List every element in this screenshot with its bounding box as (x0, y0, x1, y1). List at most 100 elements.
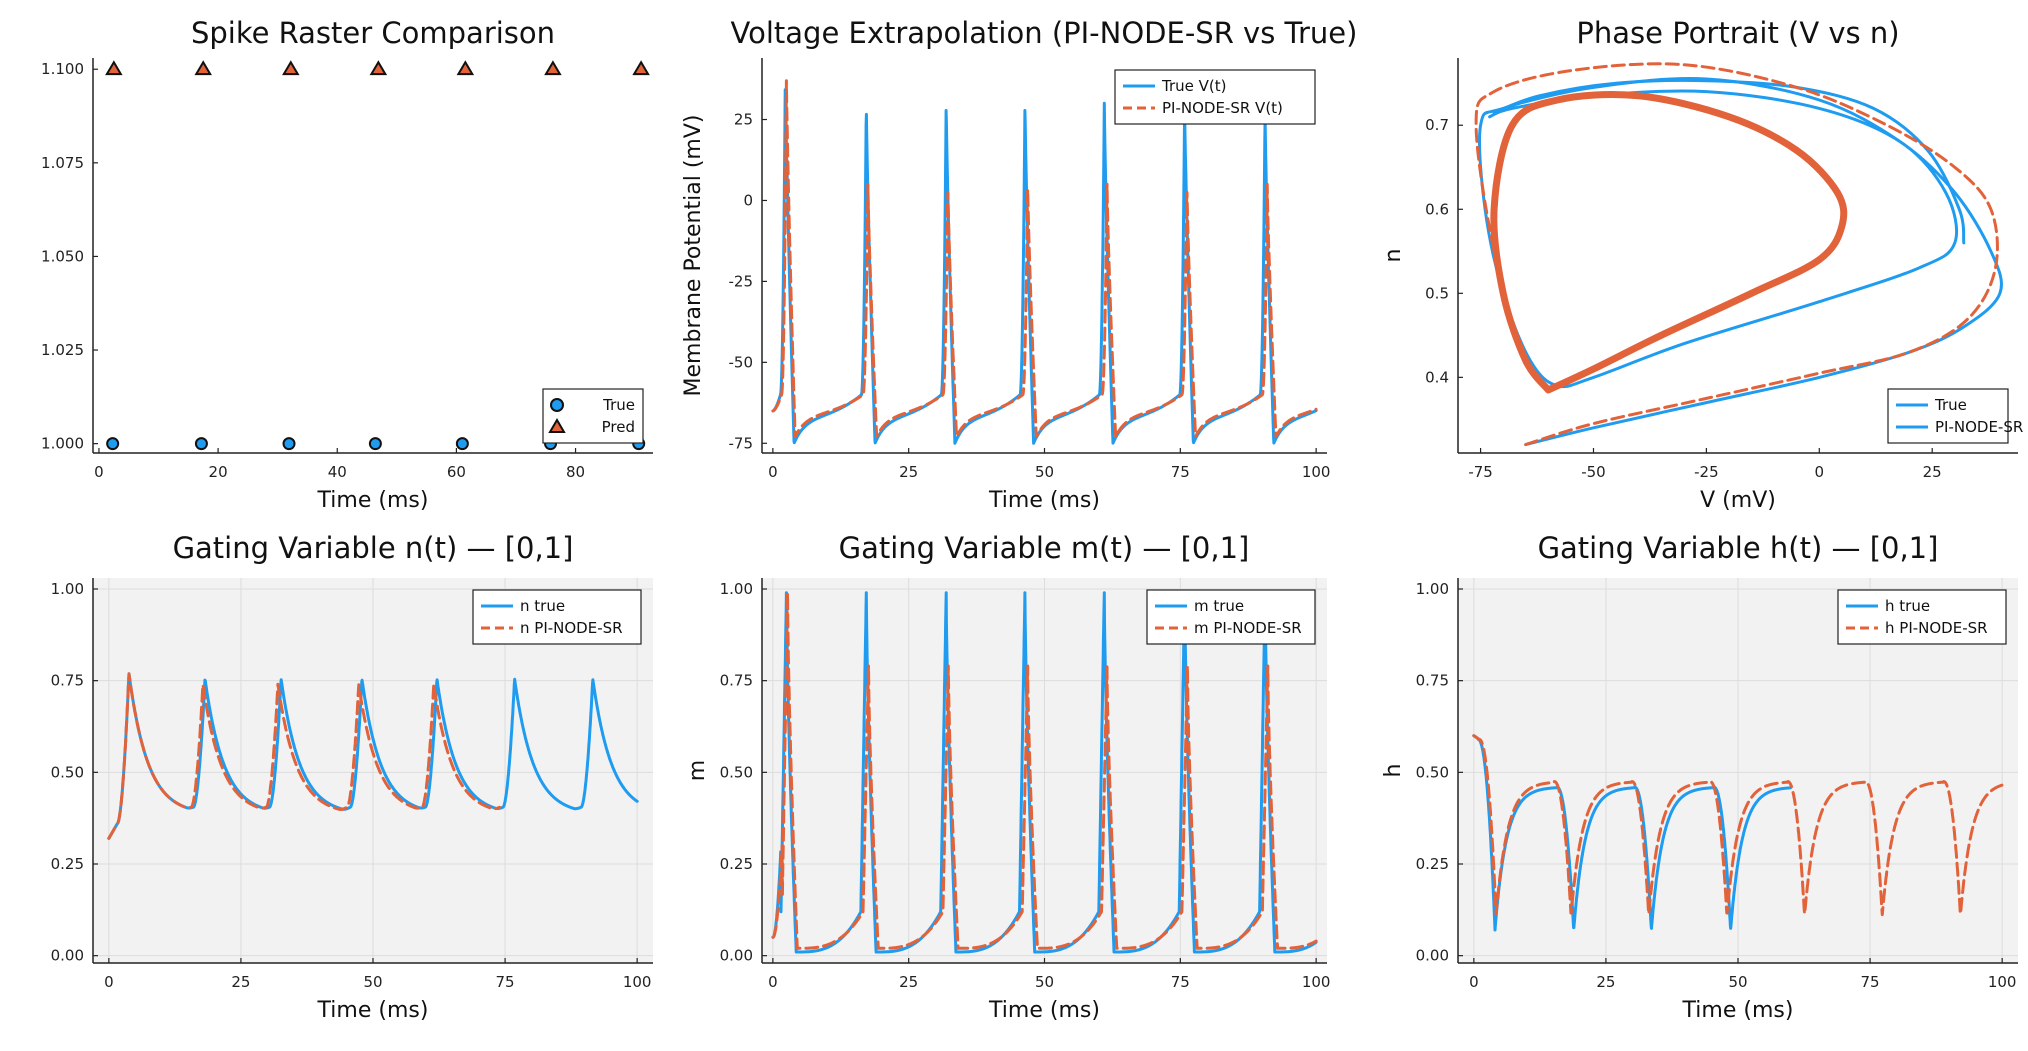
x-tick-label: 0 (104, 973, 114, 991)
x-tick-label: -25 (1694, 463, 1719, 481)
legend-box (542, 388, 644, 444)
y-tick-label: 0.5 (1425, 284, 1449, 302)
x-tick-label: 0 (1469, 973, 1479, 991)
chart-title: Gating Variable m(t) — [0,1] (839, 531, 1250, 565)
legend-marker (550, 398, 564, 412)
marker-pred-3 (369, 60, 388, 76)
x-axis-label: Time (ms) (317, 488, 429, 513)
y-tick-label: 0.7 (1425, 116, 1449, 134)
legend: n true n PI-NODE-SR (472, 589, 642, 645)
legend: True Pred (542, 388, 644, 444)
series-m-pi-node-sr (771, 591, 1318, 950)
y-tick-label: 0.6 (1425, 200, 1449, 218)
x-tick-label: 0 (1815, 463, 1825, 481)
series-pi-node-sr-v-t- (771, 79, 1318, 439)
y-tick-label: 0.25 (720, 855, 753, 873)
y-tick-label: 0.25 (1416, 855, 1449, 873)
series-n-pi-node-sr (107, 672, 501, 840)
legend-box (1146, 589, 1316, 645)
legend-label: PI-NODE-SR V(t) (1162, 99, 1283, 117)
x-tick-label: -75 (1468, 463, 1493, 481)
x-axis-label: Time (ms) (1682, 998, 1794, 1023)
x-tick-label: 100 (623, 973, 652, 991)
panel-phase: -75 -50 -25 0 25 0.4 0.5 0.6 0.7 Phase Portrait (… (1381, 16, 2023, 513)
legend-label: Pred (602, 418, 635, 436)
marker-pred-1 (194, 60, 212, 76)
series-h-true (1472, 734, 1792, 932)
marker-true-2 (282, 437, 296, 451)
y-tick-label: -25 (729, 272, 754, 290)
chart-title: Gating Variable n(t) — [0,1] (173, 531, 574, 565)
y-tick-label: 1.000 (41, 435, 84, 453)
y-tick-label: 1.050 (41, 247, 84, 265)
x-tick-label: 0 (94, 463, 104, 481)
y-tick-label: 0.75 (720, 672, 753, 690)
x-tick-label: 25 (1596, 973, 1615, 991)
x-tick-label: 100 (1302, 973, 1331, 991)
x-tick-label: 75 (1171, 973, 1190, 991)
chart-title: Spike Raster Comparison (191, 16, 555, 50)
marker-pred-2 (282, 60, 300, 76)
x-tick-label: 50 (363, 973, 382, 991)
y-tick-label: 0.75 (51, 672, 84, 690)
x-tick-label: 0 (768, 463, 778, 481)
y-tick-label: -75 (729, 434, 754, 452)
y-tick-label: 0.25 (51, 855, 84, 873)
x-tick-label: 100 (1988, 973, 2017, 991)
legend-label: n true (520, 597, 565, 615)
marker-pred-6 (632, 60, 650, 76)
x-tick-label: 50 (1035, 463, 1054, 481)
y-axis-label: n (1381, 249, 1406, 263)
y-axis-label: Membrane Potential (mV) (681, 115, 706, 397)
legend-label: PI-NODE-SR (1935, 418, 2023, 436)
marker-true-3 (368, 437, 382, 451)
y-tick-label: 1.00 (51, 580, 84, 598)
y-tick-label: 25 (734, 111, 753, 129)
y-tick-label: 0.00 (51, 947, 84, 965)
y-tick-label: 0.50 (1416, 763, 1449, 781)
x-tick-label: 25 (899, 463, 918, 481)
legend-label: h PI-NODE-SR (1885, 619, 1988, 637)
panel-gate_h: 0 25 50 75 100 0.00 0.25 0.50 0.75 1.00 Gating Var… (1381, 531, 2018, 1023)
x-tick-label: 40 (328, 463, 347, 481)
x-tick-label: -50 (1581, 463, 1606, 481)
x-tick-label: 25 (231, 973, 250, 991)
y-tick-label: 1.075 (41, 154, 84, 172)
y-tick-label: 0 (743, 191, 753, 209)
legend-label: h true (1885, 597, 1930, 615)
y-tick-label: 1.025 (41, 341, 84, 359)
y-tick-label: 1.100 (41, 60, 84, 78)
legend-box (1114, 69, 1316, 125)
legend-label: m PI-NODE-SR (1194, 619, 1302, 637)
y-axis-label: h (1381, 764, 1406, 778)
x-tick-label: 50 (1728, 973, 1747, 991)
marker-true-1 (194, 437, 208, 451)
legend-marker (548, 418, 566, 433)
x-tick-label: 80 (566, 463, 585, 481)
marker-true-0 (106, 437, 120, 451)
y-tick-label: -50 (729, 353, 754, 371)
y-tick-label: 0.75 (1416, 672, 1449, 690)
x-axis-label: Time (ms) (317, 998, 429, 1023)
marker-true-4 (455, 437, 469, 451)
legend-label: True (1934, 396, 1967, 414)
series-true-v-t- (771, 88, 1318, 445)
series-m-true (771, 591, 1318, 954)
x-axis-label: V (mV) (1700, 488, 1776, 513)
panel-raster: 0 20 40 60 80 1.000 1.025 1.050 1.075 1.100 Spike … (41, 16, 653, 513)
y-tick-label: 0.4 (1425, 368, 1449, 386)
panel-voltage: 0 25 50 75 100 -75 -50 -25 0 25 Voltage Extrapolat… (681, 16, 1357, 513)
x-tick-label: 100 (1302, 463, 1331, 481)
x-axis-label: Time (ms) (988, 488, 1100, 513)
y-tick-label: 0.50 (720, 763, 753, 781)
y-tick-label: 1.00 (1416, 580, 1449, 598)
y-tick-label: 1.00 (720, 580, 753, 598)
marker-pred-5 (544, 60, 562, 76)
legend: True V(t) PI-NODE-SR V(t) (1114, 69, 1316, 125)
legend-box (472, 589, 642, 645)
series-h-pi-node-sr (1472, 734, 2004, 917)
legend-box (1837, 589, 2007, 645)
legend-label: True V(t) (1161, 77, 1226, 95)
legend-label: m true (1194, 597, 1244, 615)
